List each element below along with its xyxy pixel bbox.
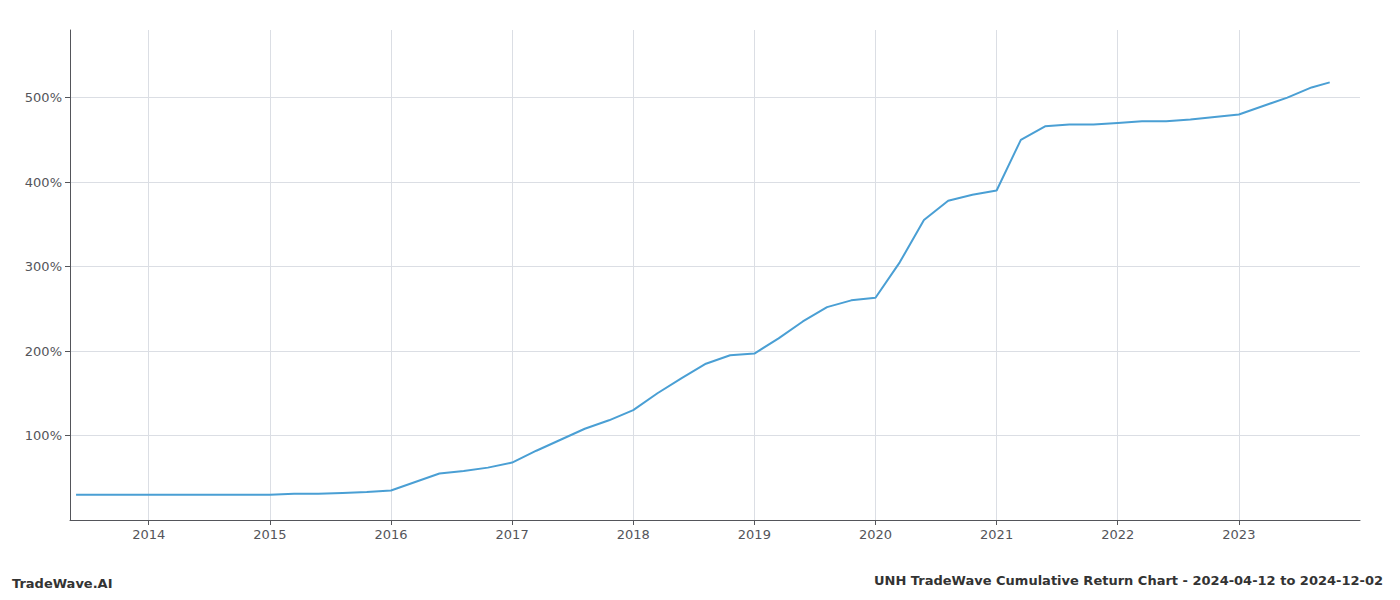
- svg-text:300%: 300%: [25, 259, 62, 274]
- svg-text:2021: 2021: [980, 527, 1013, 542]
- svg-text:UNH TradeWave Cumulative Retur: UNH TradeWave Cumulative Return Chart - …: [874, 573, 1383, 588]
- svg-text:2023: 2023: [1222, 527, 1255, 542]
- svg-text:2019: 2019: [738, 527, 771, 542]
- svg-text:200%: 200%: [25, 344, 62, 359]
- svg-text:2020: 2020: [859, 527, 892, 542]
- svg-text:2015: 2015: [253, 527, 286, 542]
- svg-text:2014: 2014: [132, 527, 165, 542]
- svg-text:2016: 2016: [374, 527, 407, 542]
- svg-text:2022: 2022: [1101, 527, 1134, 542]
- svg-text:2018: 2018: [617, 527, 650, 542]
- svg-text:2017: 2017: [496, 527, 529, 542]
- svg-text:500%: 500%: [25, 90, 62, 105]
- svg-text:100%: 100%: [25, 428, 62, 443]
- svg-text:TradeWave.AI: TradeWave.AI: [12, 576, 113, 591]
- svg-text:400%: 400%: [25, 175, 62, 190]
